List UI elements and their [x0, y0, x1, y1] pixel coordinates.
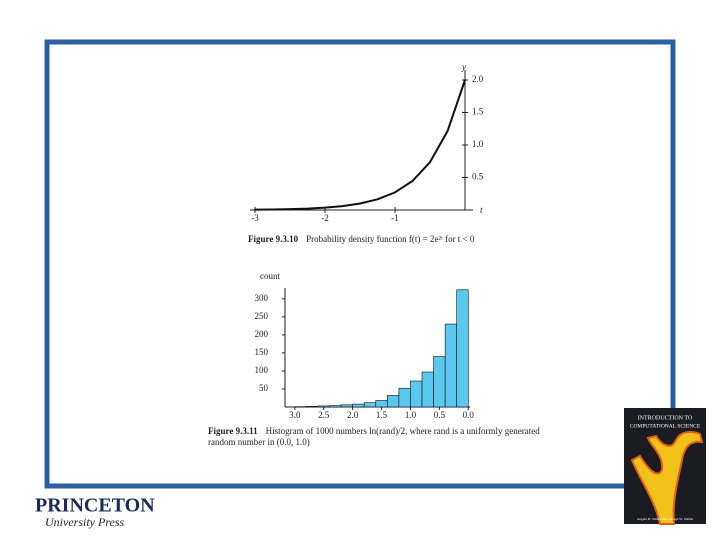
x-tick-label: -1 [391, 213, 399, 223]
x-tick-label: 3.0 [289, 410, 301, 420]
bar [410, 380, 423, 408]
caption-text: random number in (0.0, 1.0) [208, 437, 310, 447]
cover-authors: Angela B. Shiflet and George W. Shiflet [637, 517, 693, 521]
figure-label: Figure 9.3.10 [248, 234, 299, 244]
x-tick-label: 2.5 [318, 410, 330, 420]
x-tick-label: 2.0 [347, 410, 359, 420]
bar [456, 289, 469, 408]
caption-text: Histogram of 1000 numbers ln(rand)/2, wh… [266, 426, 541, 436]
bar [317, 405, 330, 408]
x-tick-label: 0.0 [463, 410, 475, 420]
density-line [254, 79, 466, 211]
bar [375, 400, 388, 408]
y-axis-label: y [461, 62, 466, 72]
logo-subtitle: University Press [45, 515, 125, 529]
y-axis-label: count [260, 271, 280, 281]
bar [433, 356, 446, 408]
slide-frame [44, 39, 676, 489]
y-tick-label: 0.5 [472, 172, 484, 182]
x-tick-label: 0.5 [434, 410, 446, 420]
caption: Figure 9.3.10 Probability density functio… [248, 234, 475, 244]
x-tick-label: 1.0 [405, 410, 417, 420]
x-tick-label: -2 [321, 213, 329, 223]
x-tick-label: -3 [251, 213, 259, 223]
bar [352, 403, 365, 408]
y-tick-label: 300 [255, 293, 269, 303]
bar [340, 404, 353, 408]
bar [306, 405, 319, 408]
book-cover: INTRODUCTION TO COMPUTATIONAL SCIENCE An… [624, 408, 706, 525]
y-tick-label: 2.0 [472, 74, 484, 84]
y-tick-label: 200 [255, 329, 269, 339]
x-tick-label: 1.5 [376, 410, 388, 420]
x-axis-label: t [480, 205, 483, 215]
caption-text: Probability density function f(t) = 2e²ᵗ… [306, 234, 475, 244]
bar [387, 395, 400, 408]
logo-name: PRINCETON [35, 495, 155, 517]
y-tick-label: 1.0 [472, 139, 484, 149]
y-tick-label: 250 [255, 311, 269, 321]
y-tick-label: 150 [255, 347, 269, 357]
y-tick-label: 1.5 [472, 107, 484, 117]
bar [363, 402, 377, 408]
bar [398, 387, 411, 408]
y-tick-label: 50 [259, 383, 269, 393]
bar [444, 323, 458, 408]
cover-title: INTRODUCTION TO [638, 415, 693, 421]
caption: Figure 9.3.11 Histogram of 1000 numbers l… [208, 426, 540, 436]
bar [329, 405, 342, 408]
cover-title: COMPUTATIONAL SCIENCE [630, 423, 701, 429]
cover-art [630, 431, 704, 525]
bar [421, 371, 434, 408]
y-tick-label: 100 [255, 365, 269, 375]
figure-label: Figure 9.3.11 [208, 426, 258, 436]
